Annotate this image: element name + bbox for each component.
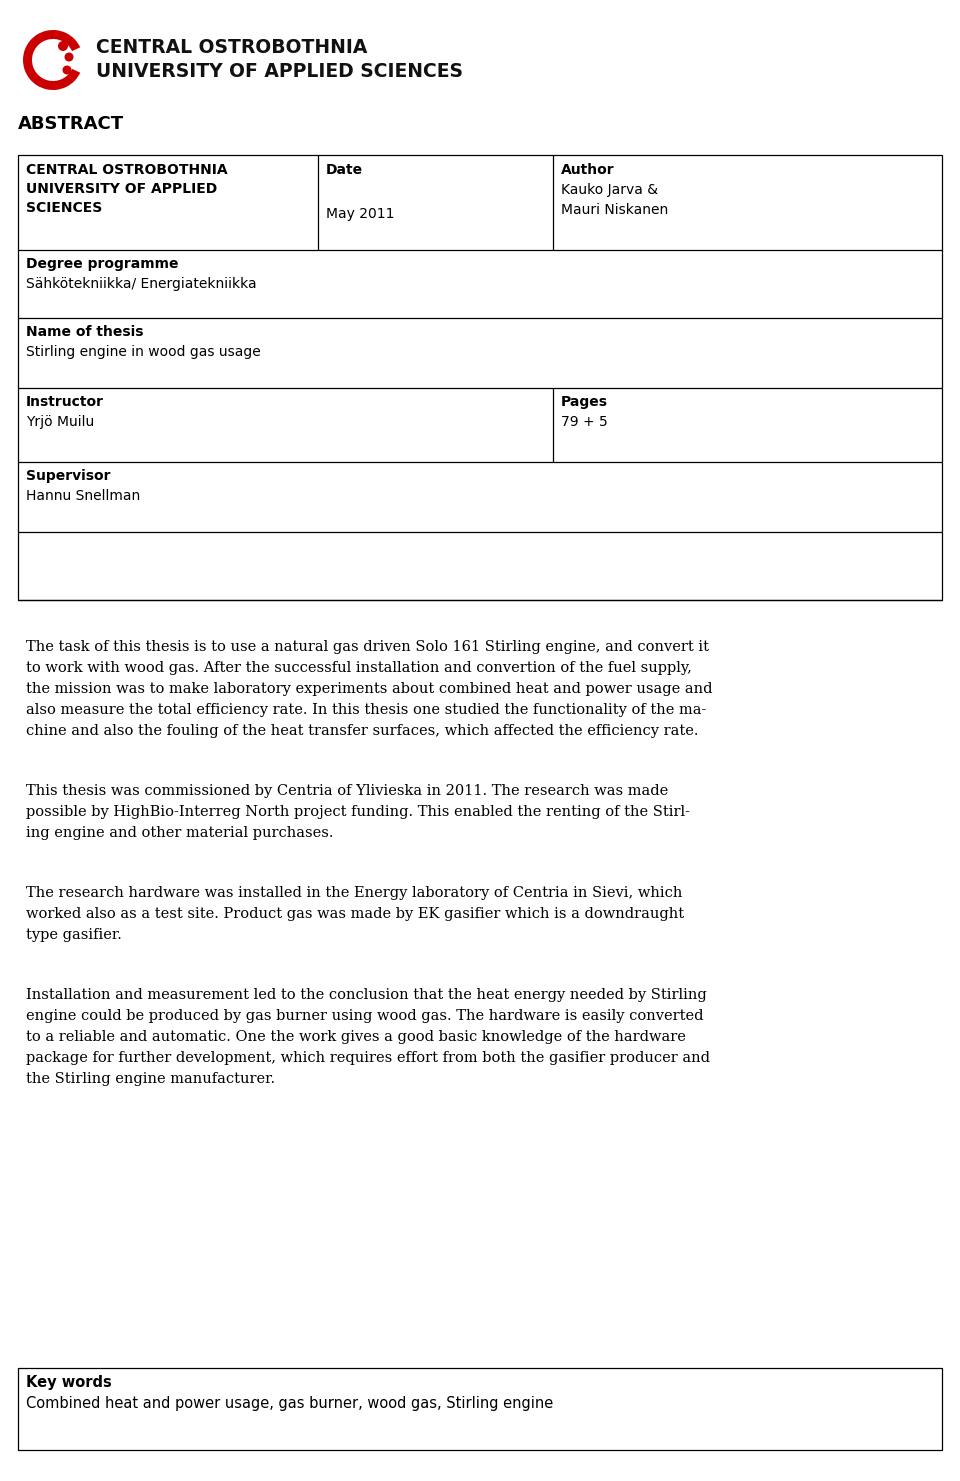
Text: May 2011: May 2011 <box>326 207 395 221</box>
Text: Instructor: Instructor <box>26 395 104 409</box>
Text: Author: Author <box>561 163 614 178</box>
Text: CENTRAL OSTROBOTHNIA: CENTRAL OSTROBOTHNIA <box>96 39 368 56</box>
Text: worked also as a test site. Product gas was made by EK gasifier which is a downd: worked also as a test site. Product gas … <box>26 906 684 921</box>
Text: Mauri Niskanen: Mauri Niskanen <box>561 203 668 218</box>
Circle shape <box>64 52 74 62</box>
Text: the mission was to make laboratory experiments about combined heat and power usa: the mission was to make laboratory exper… <box>26 681 712 696</box>
Text: possible by HighBio-Interreg North project funding. This enabled the renting of : possible by HighBio-Interreg North proje… <box>26 806 690 819</box>
Text: Supervisor: Supervisor <box>26 469 110 483</box>
Text: Yrjö Muilu: Yrjö Muilu <box>26 415 94 429</box>
Text: Degree programme: Degree programme <box>26 258 179 271</box>
Text: to work with wood gas. After the successful installation and convertion of the f: to work with wood gas. After the success… <box>26 661 692 675</box>
Circle shape <box>62 65 71 74</box>
Text: Date: Date <box>326 163 363 178</box>
Text: Stirling engine in wood gas usage: Stirling engine in wood gas usage <box>26 345 261 358</box>
Text: UNIVERSITY OF APPLIED SCIENCES: UNIVERSITY OF APPLIED SCIENCES <box>96 62 463 81</box>
Text: chine and also the fouling of the heat transfer surfaces, which affected the eff: chine and also the fouling of the heat t… <box>26 724 699 738</box>
Text: Name of thesis: Name of thesis <box>26 324 143 339</box>
Text: 79 + 5: 79 + 5 <box>561 415 608 429</box>
Text: the Stirling engine manufacturer.: the Stirling engine manufacturer. <box>26 1072 276 1086</box>
Text: ABSTRACT: ABSTRACT <box>18 116 124 133</box>
Text: UNIVERSITY OF APPLIED: UNIVERSITY OF APPLIED <box>26 182 217 195</box>
Text: The task of this thesis is to use a natural gas driven Solo 161 Stirling engine,: The task of this thesis is to use a natu… <box>26 640 709 655</box>
Text: package for further development, which requires effort from both the gasifier pr: package for further development, which r… <box>26 1052 710 1065</box>
Text: This thesis was commissioned by Centria of Ylivieska in 2011. The research was m: This thesis was commissioned by Centria … <box>26 783 668 798</box>
Text: ing engine and other material purchases.: ing engine and other material purchases. <box>26 826 333 840</box>
Text: engine could be produced by gas burner using wood gas. The hardware is easily co: engine could be produced by gas burner u… <box>26 1009 704 1023</box>
Text: Kauko Jarva &: Kauko Jarva & <box>561 184 658 197</box>
Text: SCIENCES: SCIENCES <box>26 201 103 215</box>
Text: Combined heat and power usage, gas burner, wood gas, Stirling engine: Combined heat and power usage, gas burne… <box>26 1397 553 1411</box>
Text: Installation and measurement led to the conclusion that the heat energy needed b: Installation and measurement led to the … <box>26 988 707 1003</box>
Text: CENTRAL OSTROBOTHNIA: CENTRAL OSTROBOTHNIA <box>26 163 228 178</box>
Text: Pages: Pages <box>561 395 608 409</box>
Text: Sähkötekniikka/ Energiatekniikka: Sähkötekniikka/ Energiatekniikka <box>26 277 256 290</box>
Bar <box>18 156 942 600</box>
Text: Key words: Key words <box>26 1374 111 1391</box>
Text: The research hardware was installed in the Energy laboratory of Centria in Sievi: The research hardware was installed in t… <box>26 886 683 900</box>
Text: also measure the total efficiency rate. In this thesis one studied the functiona: also measure the total efficiency rate. … <box>26 703 707 717</box>
Bar <box>18 1368 942 1450</box>
Wedge shape <box>23 30 81 90</box>
Text: type gasifier.: type gasifier. <box>26 929 122 942</box>
Text: Hannu Snellman: Hannu Snellman <box>26 489 140 504</box>
Circle shape <box>58 41 68 50</box>
Text: to a reliable and automatic. One the work gives a good basic knowledge of the ha: to a reliable and automatic. One the wor… <box>26 1029 685 1044</box>
